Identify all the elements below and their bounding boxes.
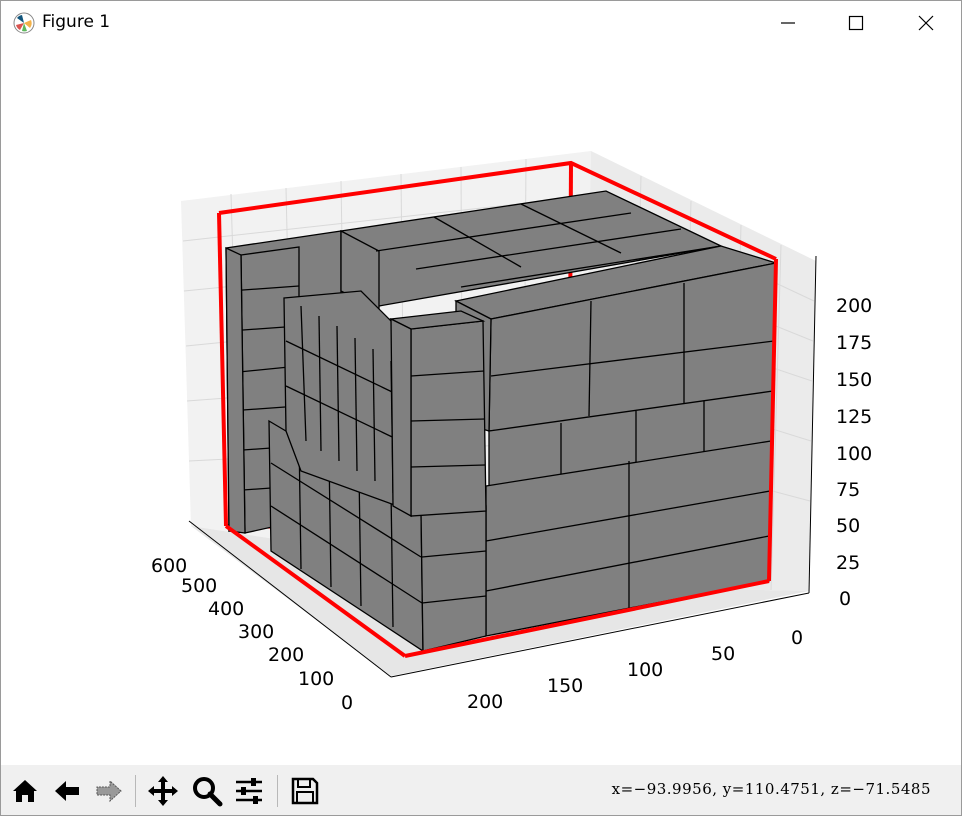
back-icon: [55, 781, 79, 801]
minimize-icon: [781, 22, 795, 24]
pan-button[interactable]: [145, 773, 181, 809]
z-tick-label: 50: [836, 515, 860, 537]
x-tick-label: 100: [627, 659, 663, 681]
home-icon: [13, 780, 37, 802]
zoom-button[interactable]: [189, 773, 225, 809]
configure-subplots-button[interactable]: [231, 773, 267, 809]
x-tick-label: 50: [711, 643, 735, 665]
y-axis-line: [188, 520, 392, 678]
title-bar: Figure 1: [1, 1, 961, 45]
plot-canvas[interactable]: 0 25 50 75 100 125 150 175 200 0 50 100 …: [1, 45, 961, 765]
y-tick-label: 500: [181, 575, 217, 597]
z-tick-label: 100: [836, 443, 872, 465]
forward-button[interactable]: [91, 773, 127, 809]
y-tick-label: 400: [208, 598, 244, 620]
back-button[interactable]: [49, 773, 85, 809]
y-tick-label: 600: [151, 555, 187, 577]
y-tick-label: 0: [341, 692, 353, 714]
x-tick-label: 0: [791, 627, 803, 649]
3d-axes[interactable]: 0 25 50 75 100 125 150 175 200 0 50 100 …: [1, 45, 961, 765]
window-title: Figure 1: [42, 12, 111, 32]
zoom-icon: [193, 777, 223, 807]
z-axis-line: [808, 255, 817, 594]
z-tick-label: 125: [836, 406, 872, 428]
pan-icon: [148, 776, 178, 806]
z-tick-label: 175: [836, 332, 872, 354]
minimize-button[interactable]: [753, 1, 823, 45]
container-box-front: [217, 212, 778, 658]
home-button[interactable]: [7, 773, 43, 809]
forward-icon: [96, 779, 122, 803]
x-tick-label: 200: [467, 691, 503, 713]
close-icon: [918, 15, 934, 31]
close-button[interactable]: [891, 1, 961, 45]
x-tick-label: 150: [547, 675, 583, 697]
navigation-toolbar: x=−93.9956, y=110.4751, z=−71.5485: [1, 765, 961, 815]
save-button[interactable]: [287, 773, 323, 809]
cursor-coordinates: x=−93.9956, y=110.4751, z=−71.5485: [611, 780, 931, 798]
toolbar-separator: [135, 775, 136, 807]
z-tick-label: 0: [839, 588, 851, 610]
y-tick-label: 100: [298, 668, 334, 690]
x-axis-line: [390, 592, 810, 678]
z-tick-label: 200: [836, 295, 872, 317]
toolbar-separator: [277, 775, 278, 807]
z-tick-label: 75: [836, 479, 860, 501]
z-tick-label: 150: [836, 369, 872, 391]
y-tick-label: 300: [238, 621, 274, 643]
maximize-button[interactable]: [821, 1, 891, 45]
packed-blocks: [225, 190, 777, 653]
z-tick-label: 25: [836, 552, 860, 574]
maximize-icon: [848, 15, 864, 31]
z-axis-ticks: 0 25 50 75 100 125 150 175 200: [836, 295, 872, 610]
y-axis-ticks: 0 100 200 300 400 500 600: [151, 555, 353, 714]
save-icon: [291, 777, 319, 805]
y-tick-label: 200: [268, 644, 304, 666]
x-axis-ticks: 0 50 100 150 200: [467, 627, 803, 713]
configure-icon: [236, 778, 262, 804]
matplotlib-logo-icon: [13, 12, 35, 34]
